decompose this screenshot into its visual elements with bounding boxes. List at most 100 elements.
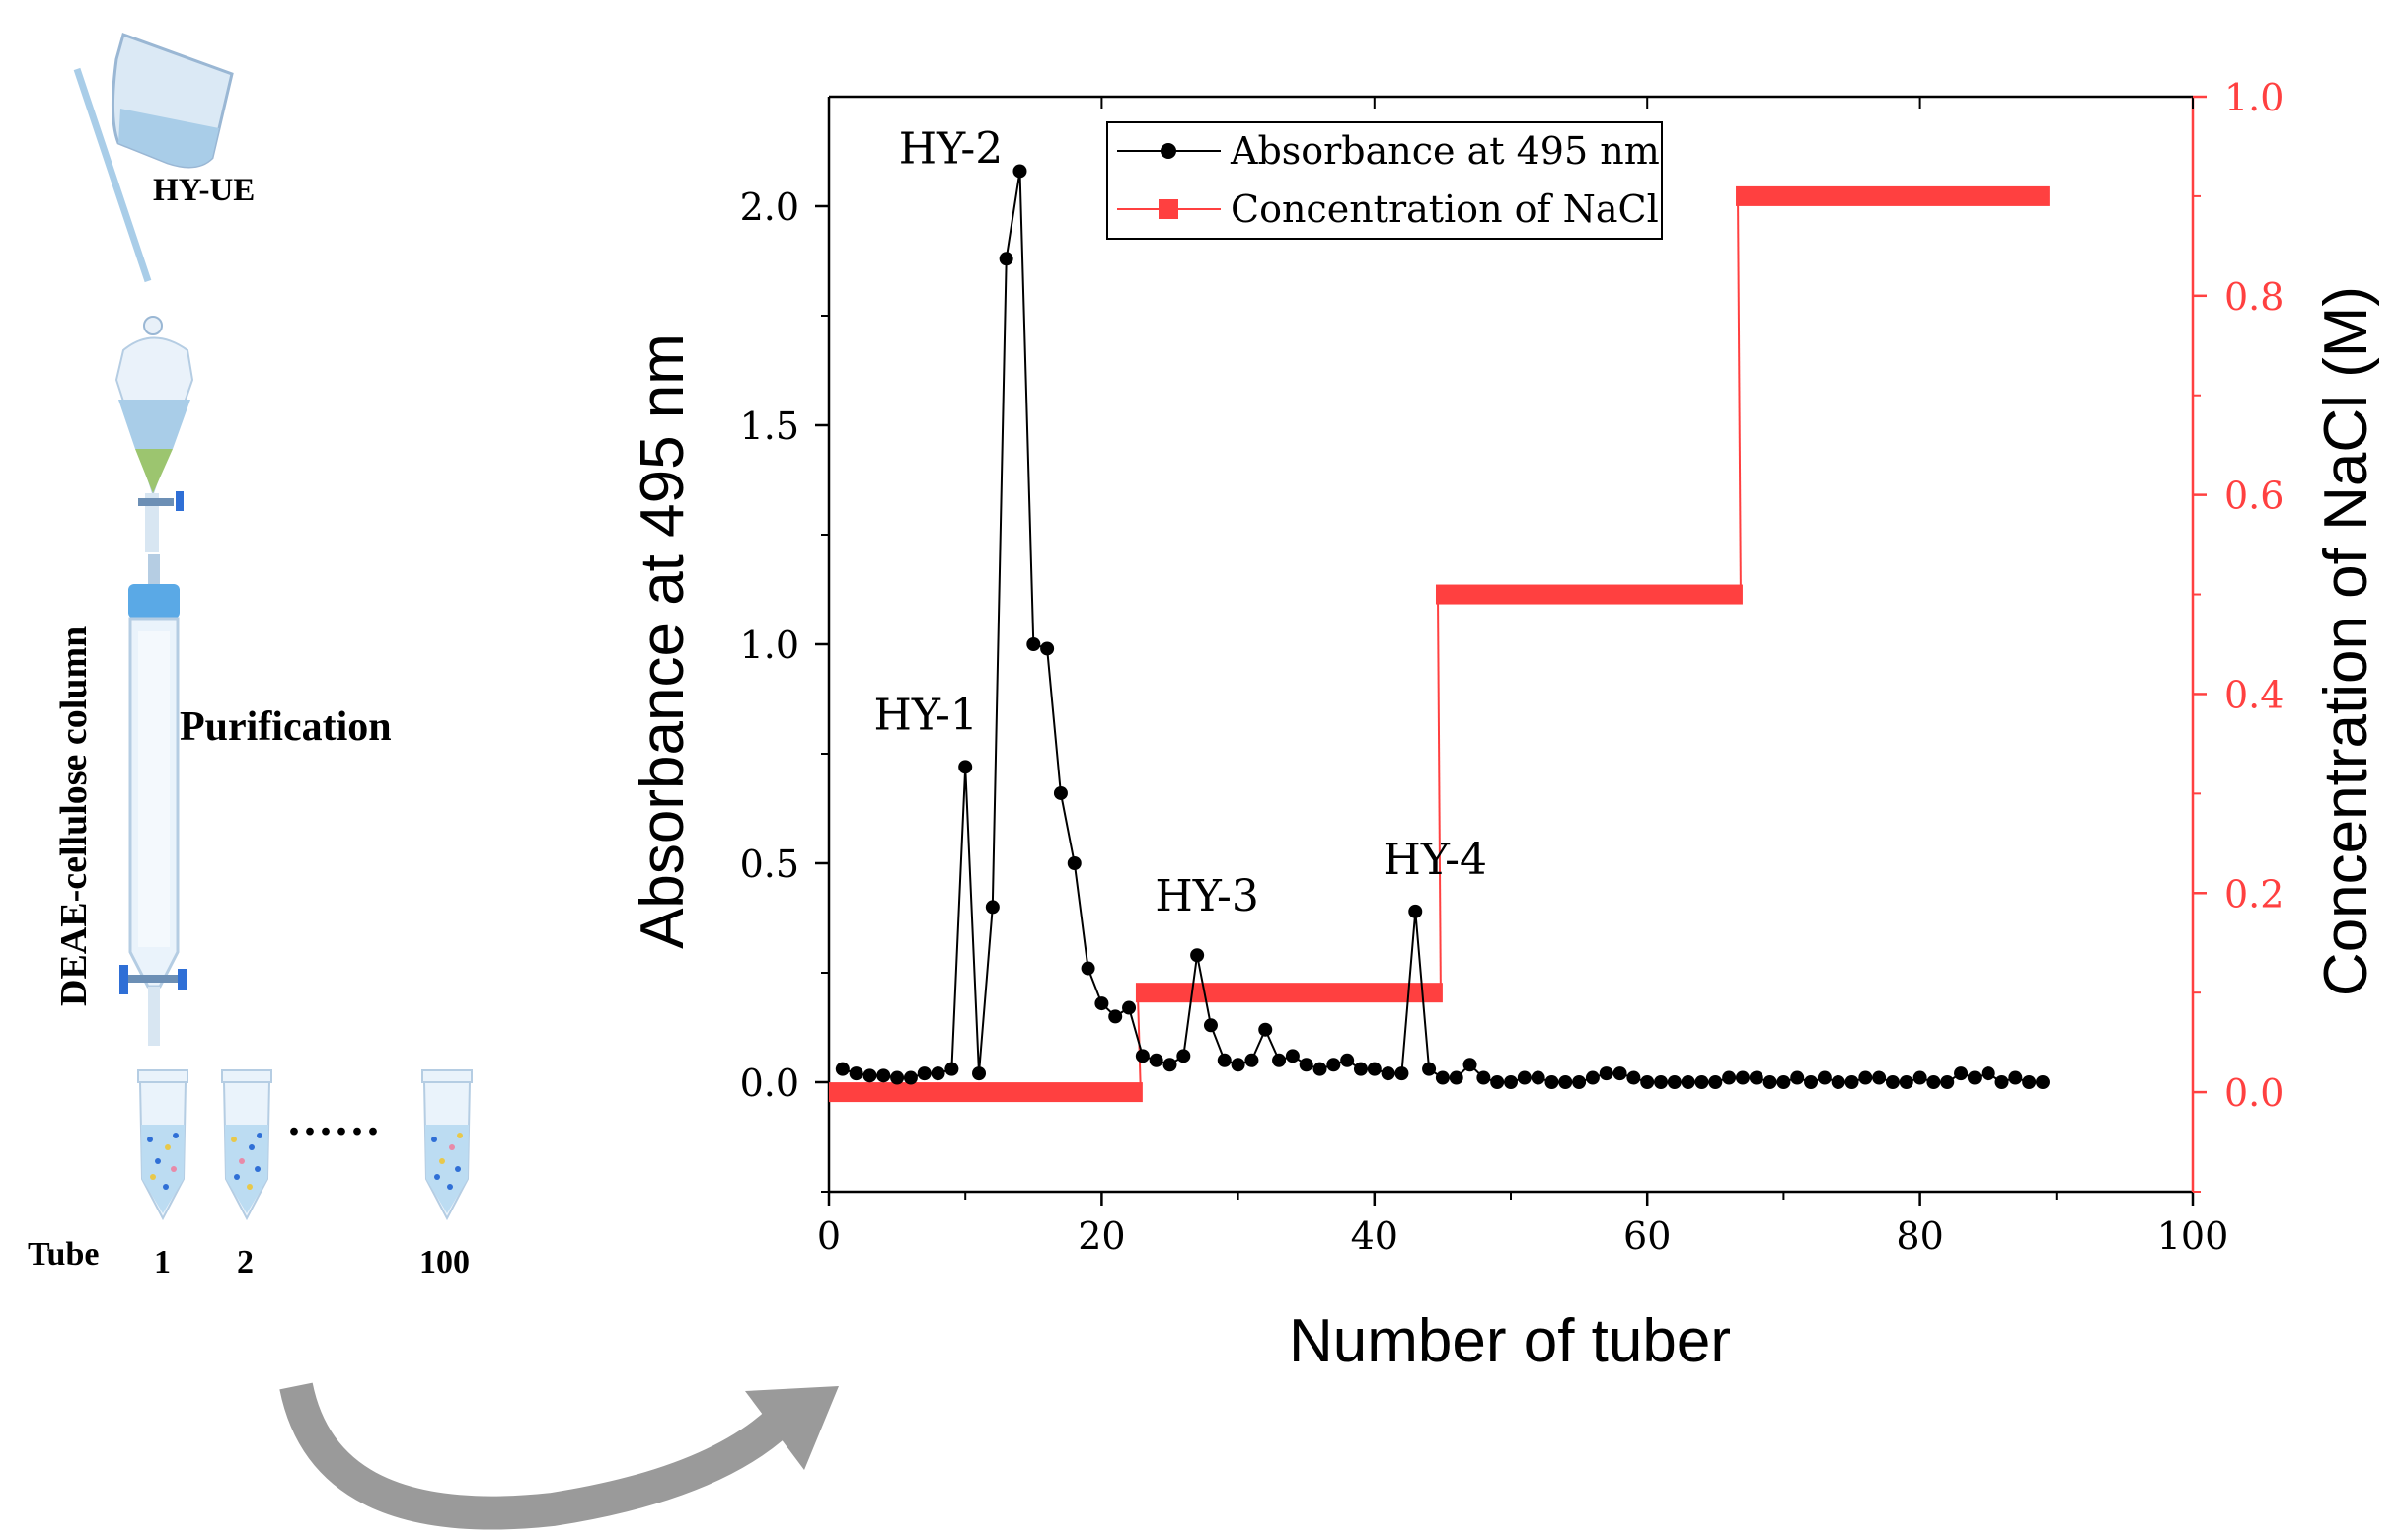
- peak-label: HY-3: [1155, 871, 1258, 921]
- nacl-connector: [1737, 195, 1742, 595]
- legend-nacl-label: Concentration of NaCl: [1231, 187, 1659, 231]
- absorbance-point: [1599, 1066, 1613, 1081]
- y-tick-label: 2.0: [740, 185, 799, 229]
- absorbance-point: [1612, 1066, 1627, 1081]
- x-axis-title: Number of tuber: [1289, 1307, 1731, 1375]
- y-axis-right: 0.0 0.2 0.4 0.6 0.8 1.0: [2193, 76, 2284, 1193]
- absorbance-point: [1053, 785, 1068, 800]
- absorbance-point: [1012, 164, 1027, 179]
- y2-tick-label: 0.8: [2224, 275, 2284, 319]
- nacl-connector: [1436, 594, 1442, 993]
- absorbance-point: [1640, 1075, 1655, 1089]
- curved-arrow-icon: [279, 1382, 839, 1530]
- x-tick-label: 0: [817, 1214, 841, 1258]
- y-tick-label: 0.5: [740, 843, 799, 886]
- absorbance-point: [1244, 1053, 1259, 1067]
- absorbance-point: [1722, 1070, 1737, 1085]
- nacl-series: [829, 185, 2050, 1103]
- beaker-icon: [73, 33, 234, 283]
- absorbance-point: [1258, 1022, 1273, 1037]
- legend: Absorbance at 495 nm Concentration of Na…: [1106, 121, 1663, 240]
- absorbance-point: [1108, 1009, 1123, 1024]
- x-tick-label: 20: [1078, 1214, 1125, 1258]
- tube-number-second: 2: [237, 1244, 254, 1281]
- absorbance-series: [835, 164, 2050, 1089]
- absorbance-point: [1272, 1053, 1287, 1067]
- peak-label: HY-4: [1384, 835, 1487, 885]
- absorbance-point: [1708, 1075, 1723, 1089]
- absorbance-point: [1681, 1075, 1695, 1089]
- absorbance-point: [876, 1068, 891, 1083]
- absorbance-point: [1176, 1049, 1191, 1063]
- absorbance-line: [842, 171, 2043, 1084]
- absorbance-point: [1804, 1075, 1819, 1089]
- peak-label: HY-1: [873, 690, 977, 740]
- y2-tick-label: 1.0: [2224, 76, 2284, 119]
- absorbance-point: [931, 1066, 945, 1081]
- absorbance-point: [2008, 1070, 2023, 1085]
- tube-icon: [421, 1069, 473, 1221]
- absorbance-point: [2035, 1075, 2050, 1089]
- absorbance-point: [1762, 1075, 1777, 1089]
- absorbance-point: [1067, 856, 1082, 870]
- legend-absorbance-marker: [1161, 143, 1176, 159]
- absorbance-point: [1667, 1075, 1682, 1089]
- absorbance-point: [1558, 1075, 1573, 1089]
- absorbance-point: [1353, 1062, 1368, 1076]
- peak-label: HY-2: [899, 123, 1003, 174]
- absorbance-point: [1504, 1075, 1518, 1089]
- absorbance-point: [1462, 1058, 1477, 1072]
- absorbance-point: [1790, 1070, 1805, 1085]
- absorbance-point: [1694, 1075, 1709, 1089]
- y2-tick-label: 0.6: [2224, 475, 2284, 518]
- legend-nacl-marker: [1159, 199, 1178, 219]
- y2-axis-title: Concentration of NaCl (M): [2312, 286, 2380, 996]
- absorbance-point: [1912, 1070, 1927, 1085]
- absorbance-point: [1381, 1066, 1395, 1081]
- absorbance-point: [1094, 996, 1109, 1011]
- absorbance-point: [1231, 1058, 1245, 1072]
- absorbance-point: [1217, 1053, 1232, 1067]
- absorbance-point: [835, 1062, 850, 1076]
- y2-tick-label: 0.4: [2224, 673, 2284, 716]
- absorbance-point: [1776, 1075, 1791, 1089]
- absorbance-point: [1572, 1075, 1587, 1089]
- x-tick-label: 40: [1351, 1214, 1398, 1258]
- absorbance-point: [1149, 1053, 1163, 1067]
- absorbance-point: [985, 900, 1000, 915]
- absorbance-point: [1435, 1070, 1450, 1085]
- absorbance-point: [1326, 1058, 1341, 1072]
- y2-tick-label: 0.0: [2224, 1071, 2284, 1115]
- sample-label: HY-UE: [153, 173, 255, 208]
- absorbance-point: [849, 1066, 863, 1081]
- tube-icon: [221, 1069, 272, 1221]
- x-tick-label: 100: [2157, 1214, 2229, 1258]
- tube-label: Tube: [28, 1236, 99, 1273]
- absorbance-point: [1422, 1062, 1437, 1076]
- absorbance-point: [1831, 1075, 1845, 1089]
- tube-icon: [137, 1069, 188, 1221]
- separatory-funnel-icon: [114, 316, 194, 552]
- absorbance-point: [1858, 1070, 1873, 1085]
- absorbance-point: [1940, 1075, 1955, 1089]
- legend-absorbance-label: Absorbance at 495 nm: [1230, 129, 1660, 173]
- absorbance-point: [1203, 1018, 1218, 1033]
- nacl-step-bar: [1736, 185, 2050, 206]
- x-tick-label: 60: [1623, 1214, 1671, 1258]
- absorbance-point: [972, 1066, 987, 1081]
- tube-number-last: 100: [419, 1244, 470, 1281]
- step-label: Purification: [180, 704, 392, 750]
- peak-annotations: HY-1 HY-2 HY-3 HY-4: [873, 123, 1487, 921]
- nacl-step-bar: [1435, 584, 1743, 605]
- absorbance-point: [1626, 1070, 1641, 1085]
- absorbance-point: [1162, 1058, 1177, 1072]
- absorbance-point: [1408, 904, 1423, 918]
- absorbance-point: [1817, 1070, 1832, 1085]
- absorbance-point: [1585, 1070, 1600, 1085]
- deae-column-icon: [119, 554, 187, 1046]
- nacl-step-bar: [829, 1082, 1143, 1103]
- y-axis-title: Absorbance at 495 nm: [629, 333, 697, 949]
- tube-ellipsis: ......: [288, 1093, 383, 1145]
